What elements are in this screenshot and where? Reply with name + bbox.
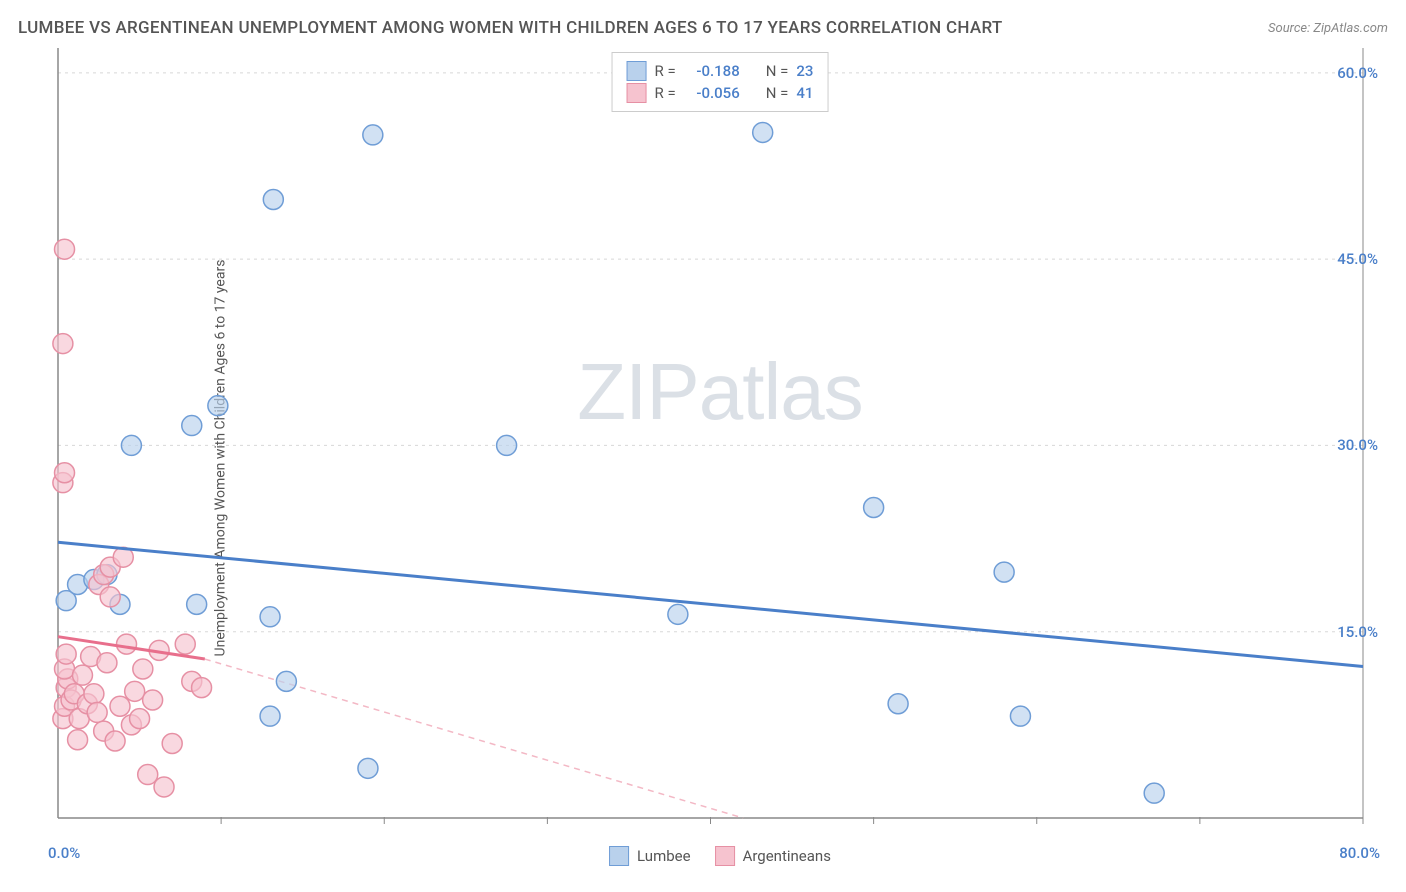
legend-item-argentineans: Argentineans [715, 846, 831, 866]
legend-row-lumbee: R = -0.188 N = 23 [627, 61, 814, 81]
scatter-plot [50, 48, 1390, 868]
n-value-lumbee: 23 [796, 62, 813, 80]
legend-swatch-lumbee [627, 61, 647, 81]
chart-title: LUMBEE VS ARGENTINEAN UNEMPLOYMENT AMONG… [18, 18, 1003, 38]
r-value-lumbee: -0.188 [684, 62, 740, 80]
y-tick-label: 60.0% [1337, 64, 1378, 82]
legend-swatch-icon [609, 846, 629, 866]
r-value-argentineans: -0.056 [684, 84, 740, 102]
chart-source: Source: ZipAtlas.com [1268, 21, 1388, 36]
chart-container: Unemployment Among Women with Children A… [50, 48, 1390, 868]
legend-label-lumbee: Lumbee [637, 847, 691, 865]
legend-stats: R = -0.188 N = 23 R = -0.056 N = 41 [612, 52, 829, 112]
legend-item-lumbee: Lumbee [609, 846, 691, 866]
legend-row-argentineans: R = -0.056 N = 41 [627, 83, 814, 103]
chart-header: LUMBEE VS ARGENTINEAN UNEMPLOYMENT AMONG… [18, 18, 1388, 38]
legend-swatch-argentineans [627, 83, 647, 103]
x-axis-max-label: 80.0% [1339, 844, 1380, 862]
y-tick-label: 45.0% [1337, 250, 1378, 268]
y-tick-label: 15.0% [1337, 623, 1378, 641]
r-label: R = [655, 62, 676, 80]
x-axis-origin-label: 0.0% [48, 844, 80, 862]
legend-label-argentineans: Argentineans [743, 847, 831, 865]
n-label: N = [766, 62, 789, 80]
legend-series: Lumbee Argentineans [609, 846, 831, 866]
legend-swatch-icon [715, 846, 735, 866]
r-label: R = [655, 84, 676, 102]
y-tick-label: 30.0% [1337, 436, 1378, 454]
n-label: N = [766, 84, 789, 102]
n-value-argentineans: 41 [796, 84, 813, 102]
